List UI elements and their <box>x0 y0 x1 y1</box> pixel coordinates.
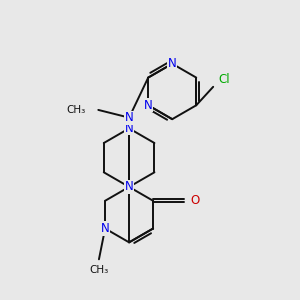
Text: N: N <box>101 222 110 235</box>
Text: O: O <box>190 194 199 207</box>
Text: Cl: Cl <box>218 73 230 85</box>
Text: N: N <box>125 122 134 135</box>
Text: CH₃: CH₃ <box>67 105 86 115</box>
Text: N: N <box>168 57 177 70</box>
Text: CH₃: CH₃ <box>89 265 109 275</box>
Text: N: N <box>144 99 153 112</box>
Text: N: N <box>125 180 134 194</box>
Text: N: N <box>125 111 134 124</box>
